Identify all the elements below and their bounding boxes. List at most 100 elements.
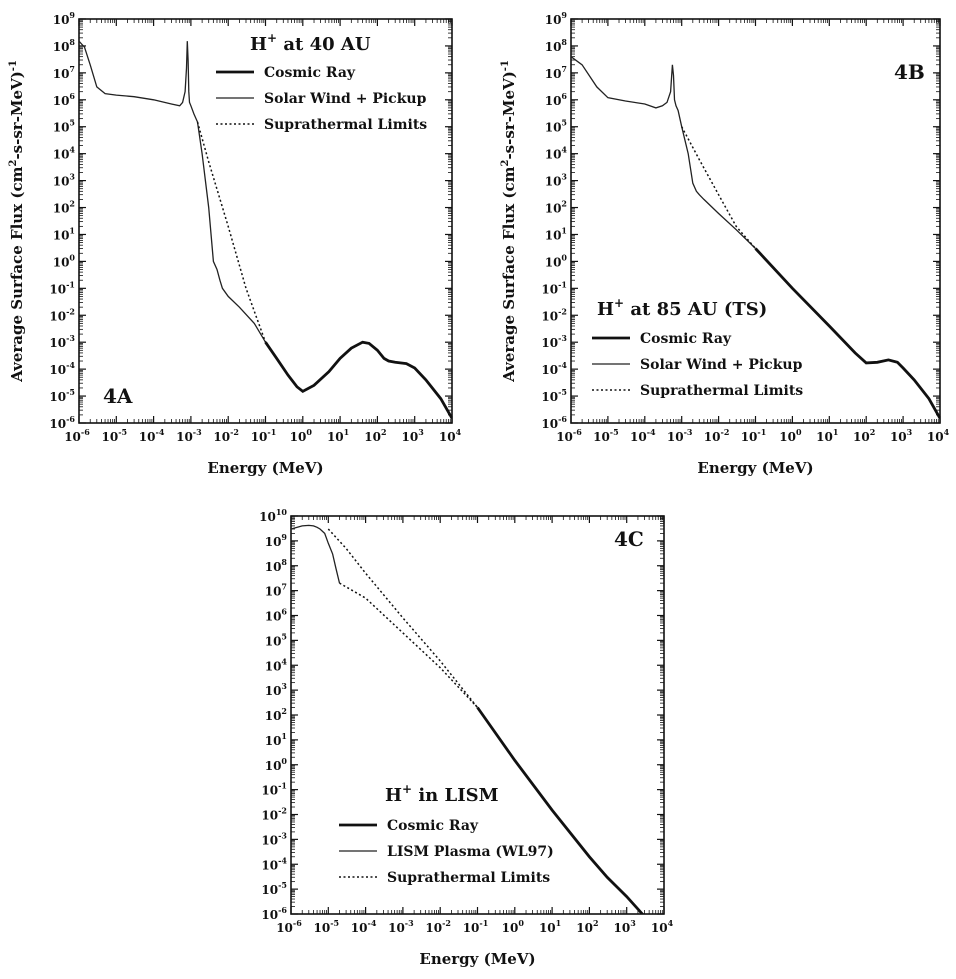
y-tick-label: 10-2: [261, 806, 287, 823]
x-tick-label: 10-3: [667, 427, 693, 444]
y-tick-label: 10-5: [541, 387, 567, 404]
y-tick-label: 10-1: [541, 279, 567, 296]
panel-label: 4B: [894, 60, 925, 84]
y-tick-label: 102: [265, 706, 287, 723]
x-axis-title: Energy (MeV): [697, 459, 813, 477]
series-line-suprathermal-limits: [196, 121, 267, 343]
x-tick-label: 104: [651, 918, 674, 935]
y-tick-label: 101: [265, 731, 287, 748]
x-tick-label: 10-1: [251, 427, 277, 444]
panel-4c: 10-6 10-5 10-4 10-3 10-2 10-1 100 101 102 103 104 1…: [259, 507, 673, 968]
y-tick-label: 105: [265, 631, 287, 648]
y-tick-label: 10-3: [49, 333, 75, 350]
panel-4b: 10-6 10-5 10-4 10-3 10-2 10-1 100 101 102 103 104 1…: [500, 10, 950, 477]
x-tick-label: 103: [614, 918, 637, 935]
y-tick-label: 101: [545, 225, 567, 242]
y-tick-label: 107: [545, 64, 567, 81]
legend-entry: LISM Plasma (WL97): [387, 844, 554, 860]
x-tick-label: 100: [502, 918, 525, 935]
x-tick-label: 10-3: [388, 918, 414, 935]
legend-entry: Cosmic Ray: [387, 818, 479, 834]
x-tick-label: 10-6: [64, 427, 90, 444]
series-line-lism-plasma-wl97-: [291, 524, 341, 584]
y-tick-label: 103: [53, 172, 76, 189]
x-tick-label: 103: [402, 427, 425, 444]
y-tick-label: 104: [545, 145, 568, 162]
y-tick-label: 102: [53, 199, 75, 216]
x-tick-label: 103: [890, 427, 913, 444]
y-tick-label: 100: [53, 252, 76, 269]
y-tick-label: 109: [545, 10, 568, 27]
x-tick-label: 104: [927, 427, 950, 444]
y-tick-label: 101: [53, 225, 75, 242]
x-tick-label: 10-2: [425, 918, 451, 935]
y-tick-label: 10-6: [49, 414, 75, 431]
x-tick-label: 100: [290, 427, 313, 444]
y-tick-label: 106: [545, 91, 568, 108]
y-tick-label: 105: [545, 118, 567, 135]
y-axis-title: Average Surface Flux (cm2-s-sr-MeV)-1: [8, 60, 26, 383]
legend-entry: Cosmic Ray: [640, 331, 732, 347]
series-line-solar-wind-pickup: [79, 40, 267, 343]
series-line-solar-wind-pickup: [571, 56, 756, 249]
y-tick-label: 10-3: [261, 830, 287, 847]
y-tick-label: 10-4: [49, 360, 75, 377]
x-tick-label: 10-4: [630, 427, 656, 444]
x-tick-label: 10-2: [704, 427, 730, 444]
y-tick-label: 100: [545, 252, 568, 269]
x-tick-label: 102: [364, 427, 386, 444]
y-tick-label: 103: [265, 681, 288, 698]
series-line-suprathermal-limits-lower-: [339, 582, 479, 709]
x-tick-label: 101: [327, 427, 349, 444]
y-tick-label: 10-3: [541, 333, 567, 350]
x-tick-label: 10-1: [741, 427, 767, 444]
legend-entry: Suprathermal Limits: [640, 383, 803, 399]
panel-label: 4C: [614, 527, 644, 551]
y-tick-label: 10-4: [261, 855, 287, 872]
y-tick-label: 104: [53, 145, 76, 162]
panel-title: H+ in LISM: [385, 782, 499, 806]
y-tick-label: 106: [53, 91, 76, 108]
x-tick-label: 10-5: [102, 427, 128, 444]
y-tick-label: 103: [545, 172, 568, 189]
x-tick-label: 10-4: [351, 918, 377, 935]
y-tick-label: 108: [265, 557, 288, 574]
y-tick-label: 108: [545, 37, 568, 54]
series-line-suprathermal-limits: [327, 528, 479, 708]
y-tick-label: 1010: [259, 507, 287, 524]
legend-entry: Suprathermal Limits: [264, 117, 427, 133]
x-tick-label: 10-5: [593, 427, 619, 444]
series-line-suprathermal-limits: [681, 126, 757, 249]
x-tick-label: 10-6: [556, 427, 582, 444]
y-tick-label: 107: [53, 64, 75, 81]
x-tick-label: 101: [816, 427, 838, 444]
panel-label: 4A: [103, 384, 133, 408]
y-tick-label: 100: [265, 756, 288, 773]
x-tick-label: 10-1: [463, 918, 489, 935]
series-line-cosmic-ray: [476, 706, 645, 914]
panel-title: H+ at 85 AU (TS): [597, 296, 767, 320]
x-tick-label: 101: [539, 918, 561, 935]
y-tick-label: 104: [265, 656, 288, 673]
y-tick-label: 109: [265, 532, 288, 549]
series-line-cosmic-ray: [754, 247, 940, 419]
y-tick-label: 105: [53, 118, 75, 135]
x-tick-label: 10-4: [139, 427, 165, 444]
y-tick-label: 10-2: [49, 306, 75, 323]
x-tick-label: 102: [576, 918, 598, 935]
y-tick-label: 10-4: [541, 360, 567, 377]
y-tick-label: 107: [265, 582, 287, 599]
x-axis-title: Energy (MeV): [419, 950, 535, 968]
panel-4a: 10-6 10-5 10-4 10-3 10-2 10-1 100 101 102 103 104 1…: [8, 10, 462, 477]
y-tick-label: 109: [53, 10, 76, 27]
y-tick-label: 10-5: [49, 387, 75, 404]
panel-title: H+ at 40 AU: [250, 31, 371, 55]
x-tick-label: 10-2: [213, 427, 239, 444]
y-tick-label: 10-6: [541, 414, 567, 431]
y-tick-label: 102: [545, 199, 567, 216]
y-tick-label: 106: [265, 607, 288, 624]
x-tick-label: 100: [779, 427, 802, 444]
y-tick-label: 10-6: [261, 905, 287, 922]
x-axis-title: Energy (MeV): [207, 459, 323, 477]
